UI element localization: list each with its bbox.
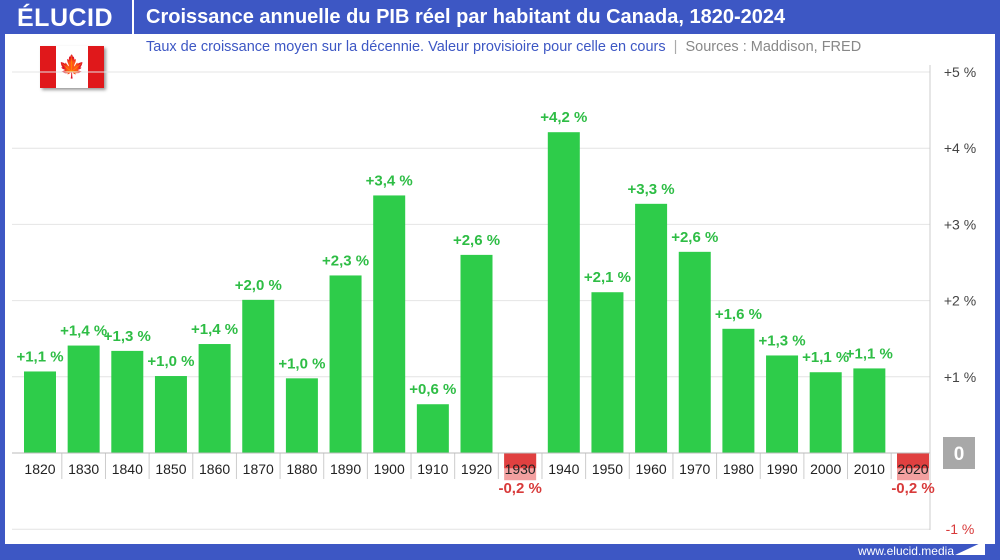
canada-flag-icon: 🍁 <box>40 46 104 88</box>
data-label: +1,1 % <box>16 348 63 365</box>
x-tick-label: 1840 <box>112 461 143 477</box>
y-tick-label: +3 % <box>944 216 976 232</box>
data-label: +2,6 % <box>453 232 500 249</box>
data-label: +1,4 % <box>60 323 107 340</box>
x-tick-label: 1860 <box>199 461 230 477</box>
x-tick-label: 1870 <box>243 461 274 477</box>
bar-negative-top <box>504 453 537 469</box>
x-tick-label: 1910 <box>417 461 448 477</box>
x-tick-label: 1850 <box>155 461 186 477</box>
data-label: +2,6 % <box>671 229 718 246</box>
data-label: +1,4 % <box>191 321 238 338</box>
x-tick-label: 1950 <box>592 461 623 477</box>
x-tick-label: 1920 <box>461 461 492 477</box>
y-tick-label: +4 % <box>944 140 976 156</box>
elucid-logo: ÉLUCID <box>17 4 114 32</box>
x-tick-label: 1960 <box>636 461 667 477</box>
bar <box>635 203 668 453</box>
x-tick-label: 1970 <box>679 461 710 477</box>
x-tick-label: 1900 <box>374 461 405 477</box>
bar <box>766 355 799 453</box>
bar <box>24 371 56 453</box>
x-tick-label: 2020 <box>897 461 928 477</box>
elucid-corner-icon <box>955 541 985 555</box>
bar <box>547 132 580 453</box>
bar <box>678 251 711 453</box>
chart-frame <box>5 34 995 544</box>
y-tick-label: -1 % <box>946 521 975 537</box>
zero-badge <box>943 437 975 469</box>
bar <box>154 376 187 453</box>
x-tick-label: 1940 <box>548 461 579 477</box>
bar <box>329 275 362 453</box>
data-label: +1,0 % <box>147 353 194 370</box>
y-tick-label: +5 % <box>944 64 976 80</box>
subtitle-text: Taux de croissance moyen sur la décennie… <box>146 39 666 55</box>
data-label: +2,3 % <box>322 252 369 269</box>
data-label: +1,3 % <box>104 328 151 345</box>
bar <box>198 344 231 453</box>
x-tick-label: 2000 <box>810 461 841 477</box>
data-label: +1,6 % <box>715 306 762 323</box>
chart-title: Croissance annuelle du PIB réel par habi… <box>146 6 786 28</box>
bar <box>809 372 842 453</box>
footer-url[interactable]: www.elucid.media <box>857 544 954 558</box>
x-tick-label: 1890 <box>330 461 361 477</box>
data-label: +2,1 % <box>584 269 631 286</box>
data-label: +1,1 % <box>846 345 893 362</box>
data-label: +0,6 % <box>409 381 456 398</box>
bar <box>111 350 144 453</box>
x-tick-label: 1930 <box>505 461 536 477</box>
bar <box>373 195 406 453</box>
x-tick-label: 1830 <box>68 461 99 477</box>
data-label: +2,0 % <box>235 277 282 294</box>
bar <box>67 345 100 453</box>
data-label: -0,2 % <box>891 480 934 497</box>
bar <box>591 292 624 453</box>
data-label: +1,1 % <box>802 349 849 366</box>
data-label: -0,2 % <box>498 480 541 497</box>
x-tick-label: 1990 <box>766 461 797 477</box>
sources-text: Sources : Maddison, FRED <box>685 39 862 55</box>
bar-negative-top <box>897 453 929 469</box>
x-tick-label: 1980 <box>723 461 754 477</box>
bar <box>242 299 275 453</box>
header-divider <box>132 0 134 34</box>
bar <box>853 368 886 453</box>
y-tick-label: +1 % <box>944 369 976 385</box>
chart-subtitle: Taux de croissance moyen sur la décennie… <box>146 39 862 55</box>
data-label: +3,3 % <box>628 181 675 198</box>
x-tick-label: 2010 <box>854 461 885 477</box>
bar <box>416 404 449 453</box>
y-tick-label: +2 % <box>944 293 976 309</box>
x-tick-label: 1880 <box>286 461 317 477</box>
bar <box>460 254 493 453</box>
data-label: +1,0 % <box>278 355 325 372</box>
bar <box>722 328 755 453</box>
data-label: +3,4 % <box>366 172 413 189</box>
x-tick-label: 1820 <box>24 461 55 477</box>
bar <box>285 378 318 453</box>
data-label: +4,2 % <box>540 109 587 126</box>
y-tick-label: 0 <box>954 444 965 465</box>
data-label: +1,3 % <box>758 332 805 349</box>
